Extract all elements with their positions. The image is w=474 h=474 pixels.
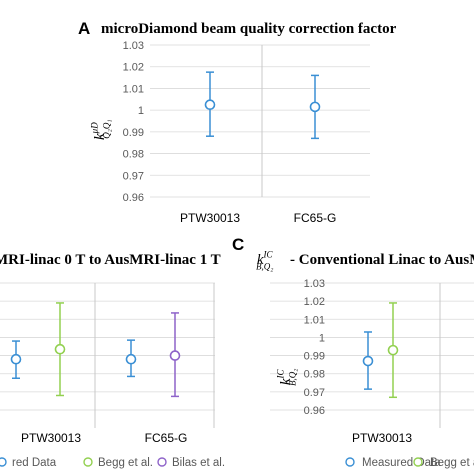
legend-label-begg: Begg et al.	[430, 457, 474, 469]
legend-label-begg: Begg et al.	[98, 457, 153, 469]
x-tick-label: PTW30013	[21, 431, 81, 445]
data-point	[204, 99, 216, 111]
title-symbol-sup: IC	[263, 249, 274, 259]
y-axis-label-sub: Q₂Q₁	[101, 120, 111, 139]
legend-label-bilas: Bilas et al.	[172, 457, 225, 469]
y-tick-label: 1.02	[304, 296, 325, 308]
x-tick-label: PTW30013	[180, 211, 240, 225]
y-tick-label: 1	[138, 105, 144, 117]
y-tick-label: 0.99	[123, 127, 144, 139]
x-tick-label: PTW30013	[352, 431, 412, 445]
title-symbol-sub: B,Q₂	[256, 261, 273, 271]
y-tick-label: 0.97	[123, 170, 144, 182]
x-tick-label: FC65-G	[145, 431, 188, 445]
y-tick-label: 1.03	[304, 278, 325, 290]
y-tick-label: 0.98	[304, 369, 325, 381]
y-tick-label: 0.99	[304, 351, 325, 363]
x-tick-label: FC65-G	[294, 211, 337, 225]
y-axis-label-base: k	[92, 133, 108, 140]
data-point	[125, 353, 137, 365]
data-point	[309, 101, 321, 113]
y-tick-label: 1	[319, 332, 325, 344]
y-tick-label: 1.02	[123, 62, 144, 74]
legend-label-measured: red Data	[12, 457, 57, 469]
y-tick-label: 0.96	[123, 192, 144, 204]
title-symbol: kIC B,Q₂	[256, 249, 273, 271]
y-tick-label: 1.01	[123, 83, 144, 95]
legend-marker-measured	[345, 457, 355, 467]
data-point	[169, 350, 181, 361]
y-tick-label: 0.97	[304, 387, 325, 399]
y-axis-label-sup: IC	[275, 369, 285, 380]
data-point	[10, 353, 22, 365]
y-axis-label-sub: B,Q₂	[287, 369, 297, 386]
data-point	[54, 343, 66, 355]
y-tick-label: 0.98	[123, 149, 144, 161]
legend-marker-bilas	[157, 457, 167, 467]
y-tick-label: 1.01	[304, 314, 325, 326]
legend-marker-begg	[83, 457, 93, 467]
panel-letter: C	[232, 235, 244, 254]
y-tick-label: 0.96	[304, 405, 325, 417]
y-axis-label: kIC B,Q₂	[275, 369, 297, 386]
y-axis-label-base: k	[278, 378, 294, 385]
legend-marker-measured	[0, 457, 7, 467]
title-symbol-base: k	[257, 252, 264, 268]
y-axis-label: kμD Q₂Q₁	[89, 120, 111, 140]
data-point	[362, 355, 374, 367]
data-point	[387, 344, 399, 356]
chart-title: microDiamond beam quality correction fac…	[101, 21, 397, 37]
y-axis-label-sup: μD	[89, 122, 99, 135]
y-tick-label: 1.03	[123, 40, 144, 52]
panel-letter: A	[78, 19, 90, 38]
chart-title: - Conventional Linac to AusMR	[290, 252, 474, 268]
chart-title: MRI-linac 0 T to AusMRI-linac 1 T	[0, 252, 221, 268]
legend-marker-begg	[413, 457, 423, 467]
